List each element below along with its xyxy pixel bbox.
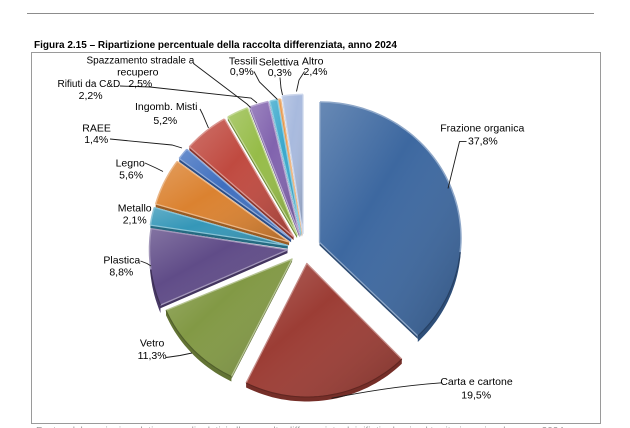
svg-text:Rifiuti da C&D: Rifiuti da C&D xyxy=(57,79,120,90)
svg-text:2,2%: 2,2% xyxy=(79,90,103,102)
svg-text:2,5%: 2,5% xyxy=(128,78,152,90)
svg-text:Plastica: Plastica xyxy=(103,255,140,267)
svg-text:2,1%: 2,1% xyxy=(123,215,147,227)
svg-text:5,2%: 5,2% xyxy=(153,115,177,127)
svg-text:Metallo: Metallo xyxy=(118,203,152,215)
svg-text:2,4%: 2,4% xyxy=(304,66,328,78)
svg-text:8,8%: 8,8% xyxy=(109,267,133,279)
svg-text:Vetro: Vetro xyxy=(140,337,165,349)
svg-text:Tessili: Tessili xyxy=(229,56,258,68)
svg-text:37,8%: 37,8% xyxy=(468,136,498,148)
svg-text:1,4%: 1,4% xyxy=(84,134,108,146)
svg-text:recupero: recupero xyxy=(117,67,159,79)
svg-text:19,5%: 19,5% xyxy=(461,390,491,402)
svg-text:Frazione organica: Frazione organica xyxy=(440,123,524,135)
svg-text:Selettiva: Selettiva xyxy=(259,57,299,69)
svg-text:Carta e cartone: Carta e cartone xyxy=(440,376,513,388)
svg-text:Ingomb. Misti: Ingomb. Misti xyxy=(135,101,197,113)
svg-text:Altro: Altro xyxy=(302,56,324,68)
svg-text:0,3%: 0,3% xyxy=(268,67,292,79)
svg-text:Spazzamento stradale a: Spazzamento stradale a xyxy=(86,56,194,67)
svg-text:5,6%: 5,6% xyxy=(119,170,143,182)
svg-text:0,9%: 0,9% xyxy=(230,66,254,78)
svg-text:Legno: Legno xyxy=(116,158,145,170)
svg-text:11,3%: 11,3% xyxy=(138,350,167,362)
svg-text:RAEE: RAEE xyxy=(82,123,111,135)
